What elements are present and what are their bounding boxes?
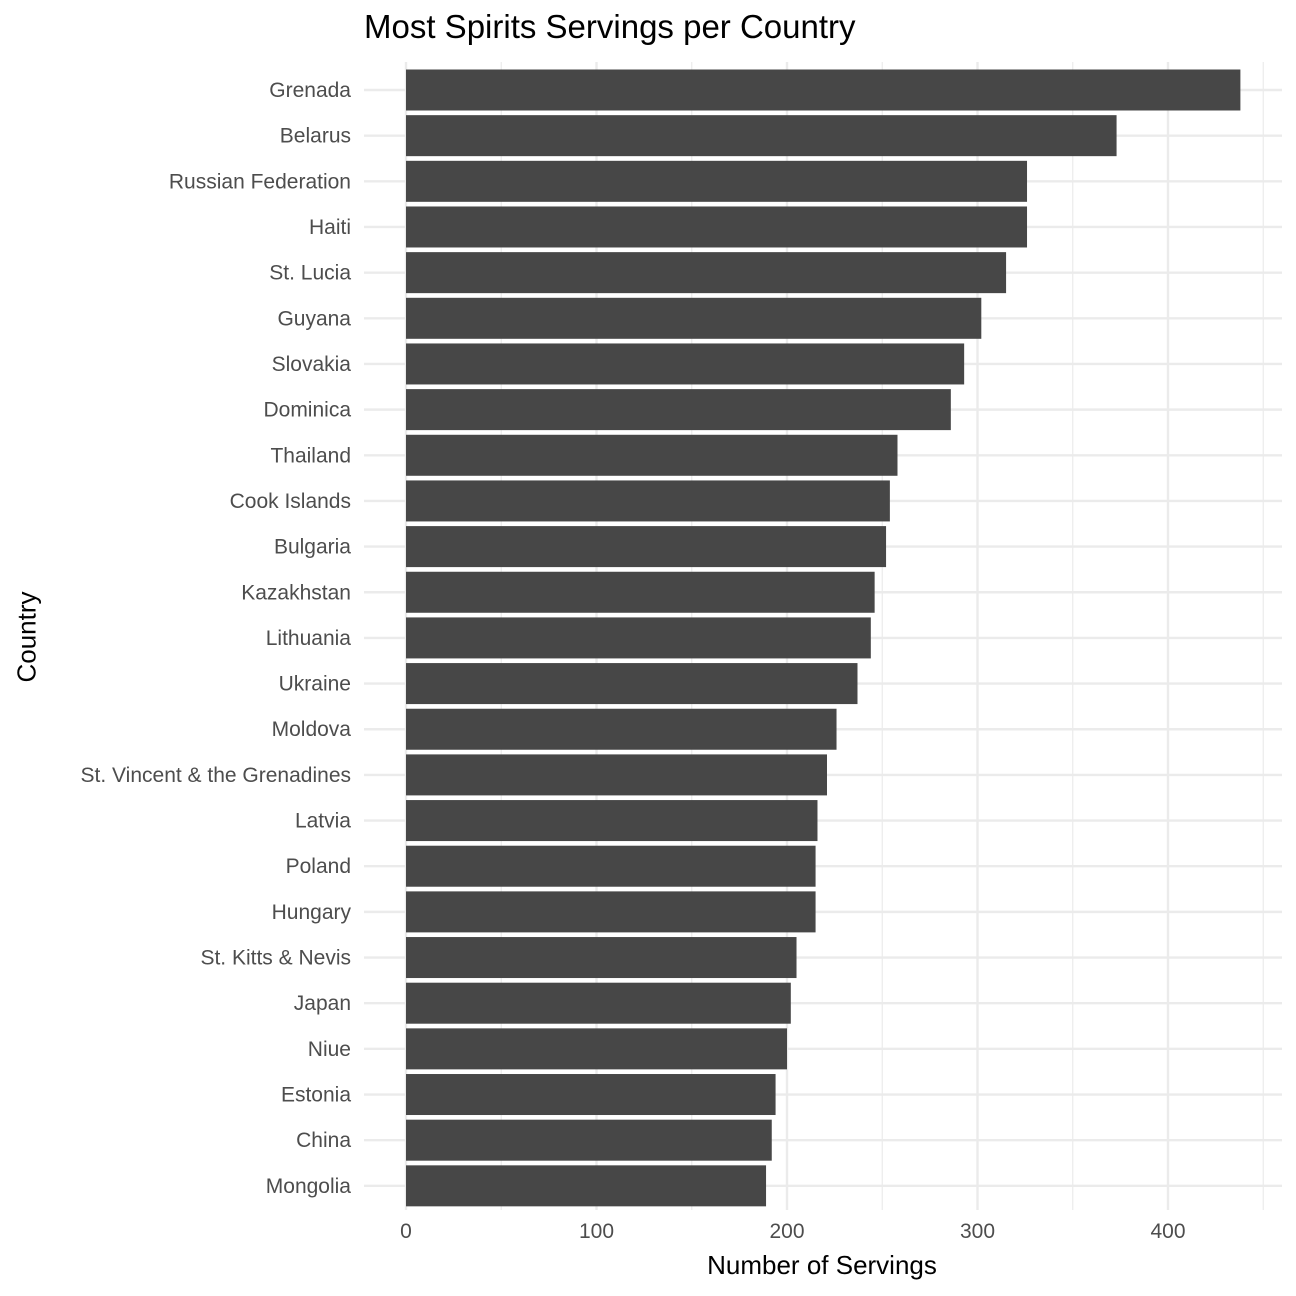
y-tick-label: Guyana — [277, 307, 351, 330]
x-axis-label: Number of Servings — [707, 1250, 937, 1280]
bar-slovakia — [406, 343, 965, 385]
y-tick-label: Slovakia — [272, 353, 352, 376]
y-tick-label: Moldova — [272, 718, 352, 741]
y-tick-label: Niue — [308, 1038, 351, 1061]
y-tick-label: Lithuania — [266, 627, 352, 650]
y-tick-label: Latvia — [295, 810, 351, 833]
bar-st-kitts-nevis — [406, 937, 797, 979]
y-tick-label: Poland — [286, 855, 351, 878]
bar-niue — [406, 1028, 787, 1070]
x-tick-label: 100 — [579, 1220, 614, 1243]
chart-title: Most Spirits Servings per Country — [364, 8, 856, 45]
x-tick-label: 0 — [400, 1220, 412, 1243]
x-tick-label: 200 — [769, 1220, 804, 1243]
y-tick-label: Mongolia — [266, 1175, 352, 1198]
bar-bulgaria — [406, 526, 887, 568]
bar-estonia — [406, 1074, 776, 1116]
bar-latvia — [406, 800, 818, 842]
bar-belarus — [406, 115, 1117, 157]
bars — [406, 69, 1241, 1207]
y-tick-label: Russian Federation — [169, 170, 351, 193]
bar-thailand — [406, 434, 898, 476]
x-tick-label: 300 — [960, 1220, 995, 1243]
y-tick-label: St. Vincent & the Grenadines — [81, 764, 351, 787]
y-tick-label: Ukraine — [279, 673, 351, 696]
y-tick-label: Grenada — [269, 79, 351, 102]
y-tick-label: Thailand — [270, 444, 351, 467]
bar-moldova — [406, 708, 837, 750]
bar-cook-islands — [406, 480, 890, 522]
bar-lithuania — [406, 617, 871, 659]
bar-haiti — [406, 206, 1028, 248]
y-tick-label: Cook Islands — [230, 490, 351, 513]
bar-hungary — [406, 891, 816, 933]
bar-poland — [406, 845, 816, 887]
bar-grenada — [406, 69, 1241, 111]
bar-st-lucia — [406, 252, 1007, 294]
y-tick-labels: Grenada Belarus Russian Federation Haiti St.… — [81, 79, 352, 1198]
bar-japan — [406, 982, 791, 1024]
bar-ukraine — [406, 663, 858, 705]
y-tick-label: Belarus — [280, 125, 351, 148]
bar-dominica — [406, 389, 951, 431]
y-tick-label: Dominica — [263, 399, 351, 422]
x-tick-labels: 0 100 200 300 400 — [400, 1220, 1185, 1243]
bar-china — [406, 1119, 772, 1161]
y-tick-label: Kazakhstan — [241, 581, 351, 604]
bar-russian-federation — [406, 160, 1028, 202]
bar-guyana — [406, 297, 982, 339]
y-tick-label: Haiti — [309, 216, 351, 239]
y-tick-label: Bulgaria — [274, 536, 351, 559]
y-tick-label: China — [296, 1129, 351, 1152]
y-tick-label: Japan — [294, 992, 351, 1015]
bar-st-vincent-the-grenadines — [406, 754, 827, 796]
y-tick-label: Hungary — [272, 901, 352, 924]
bar-kazakhstan — [406, 571, 875, 613]
y-tick-label: St. Kitts & Nevis — [200, 947, 351, 970]
bar-mongolia — [406, 1165, 767, 1207]
y-tick-label: St. Lucia — [269, 262, 351, 285]
x-tick-label: 400 — [1150, 1220, 1185, 1243]
y-tick-label: Estonia — [281, 1084, 351, 1107]
